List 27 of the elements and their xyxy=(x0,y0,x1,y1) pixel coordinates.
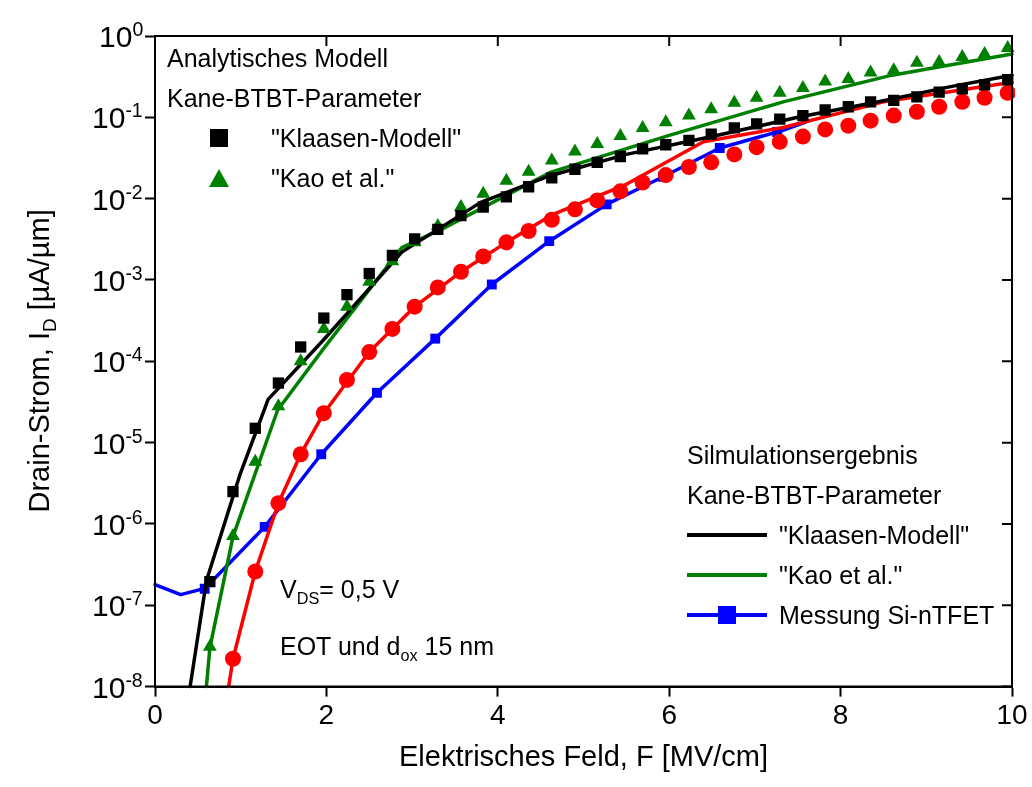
annotation: Kane-BTBT-Parameter xyxy=(687,479,943,511)
x-tick-label: 8 xyxy=(832,699,849,731)
legend-label: "Kao et al." xyxy=(779,559,903,591)
annotation: Silmulationsergebnis xyxy=(687,439,919,471)
x-axis-title: Elektrisches Feld, F [MV/cm] xyxy=(398,739,769,772)
legend-label: "Klaasen-Modell" xyxy=(271,123,462,154)
y-tick-label: 10$^{0}$ xyxy=(99,18,144,54)
y-tick-label: 10$^{-8}$ xyxy=(92,668,143,705)
legend-label: "Klaasen-Modell" xyxy=(779,519,970,551)
annotation: Kane-BTBT-Parameter xyxy=(167,83,423,114)
y-tick-label: 10$^{-7}$ xyxy=(92,587,143,624)
y-tick-label: 10$^{-2}$ xyxy=(92,180,143,217)
x-tick-label: 2 xyxy=(318,699,335,731)
legend-label: Messung Si-nTFET xyxy=(779,599,995,631)
y-tick-label: 10$^{-3}$ xyxy=(92,261,143,298)
annotation: EOT und d$_{ox}$ 15 nm xyxy=(280,630,495,666)
annotation: V$_{DS}$= 0,5 V xyxy=(280,573,401,609)
annotation: Analytisches Modell xyxy=(167,43,389,74)
x-tick-label: 4 xyxy=(490,699,506,731)
y-tick-label: 10$^{-5}$ xyxy=(92,424,143,461)
legend-label: "Kao et al." xyxy=(271,163,395,194)
y-tick-label: 10$^{-6}$ xyxy=(92,505,143,542)
x-tick-label: 10 xyxy=(996,699,1028,731)
y-tick-label: 10$^{-4}$ xyxy=(92,343,143,380)
x-tick-label: 0 xyxy=(147,699,163,731)
x-tick-label: 6 xyxy=(661,699,677,731)
y-tick-label: 10$^{-1}$ xyxy=(92,99,143,136)
